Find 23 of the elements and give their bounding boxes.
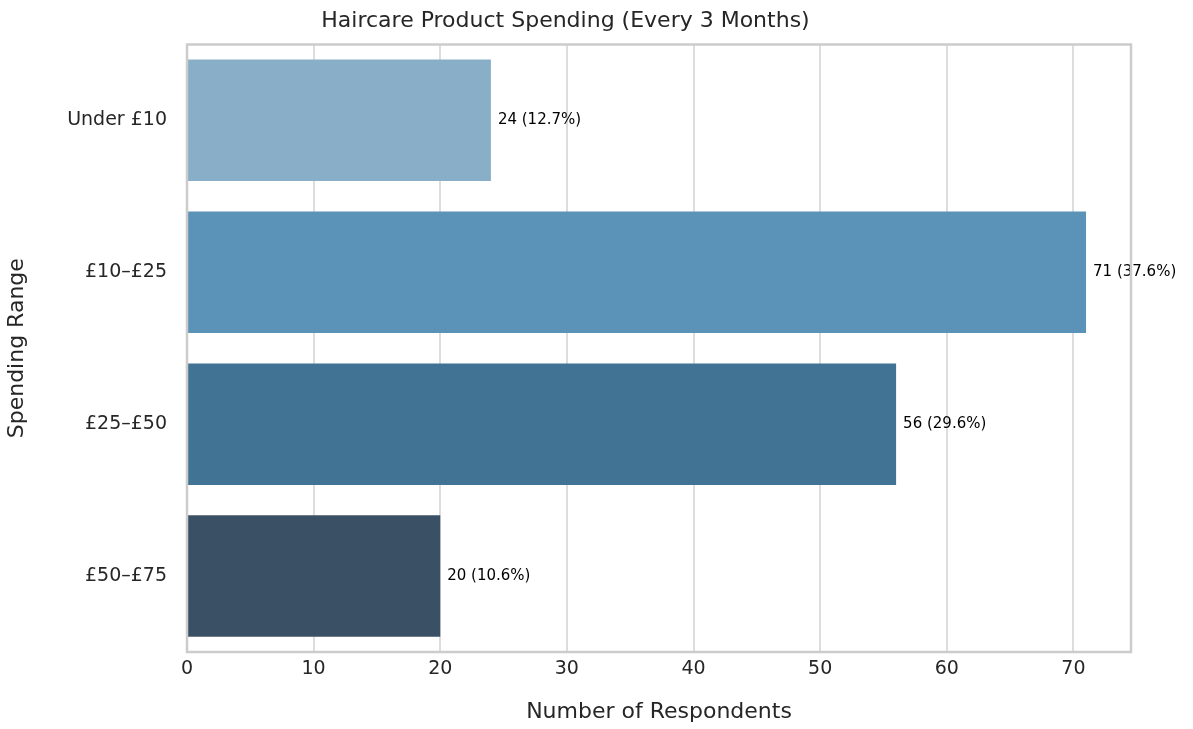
x-tick-label: 50 bbox=[808, 656, 833, 679]
data-label: 71 (37.6%) bbox=[1093, 262, 1177, 281]
x-axis-title: Number of Respondents bbox=[526, 697, 792, 723]
x-tick-label: 10 bbox=[301, 656, 326, 679]
x-tick-label: 20 bbox=[428, 656, 453, 679]
data-label: 56 (29.6%) bbox=[903, 414, 987, 433]
x-tick-label: 30 bbox=[554, 656, 579, 679]
y-tick-label: Under £10 bbox=[67, 107, 167, 130]
y-tick-label: £25–£50 bbox=[84, 411, 167, 434]
x-tick-label: 40 bbox=[681, 656, 706, 679]
bar bbox=[188, 363, 897, 485]
x-tick-label: 0 bbox=[180, 656, 194, 679]
chart-title: Haircare Product Spending (Every 3 Months) bbox=[321, 6, 810, 32]
bar bbox=[188, 211, 1087, 334]
bar bbox=[188, 59, 491, 182]
bar bbox=[188, 515, 441, 637]
data-label: 20 (10.6%) bbox=[447, 565, 531, 584]
y-axis-title: Spending Range bbox=[2, 258, 28, 439]
y-tick-label: £50–£75 bbox=[84, 562, 167, 585]
data-label: 24 (12.7%) bbox=[497, 110, 582, 129]
y-tick-label: £10–£25 bbox=[84, 259, 167, 282]
x-tick-label: 70 bbox=[1061, 656, 1086, 679]
x-tick-label: 60 bbox=[934, 656, 959, 679]
